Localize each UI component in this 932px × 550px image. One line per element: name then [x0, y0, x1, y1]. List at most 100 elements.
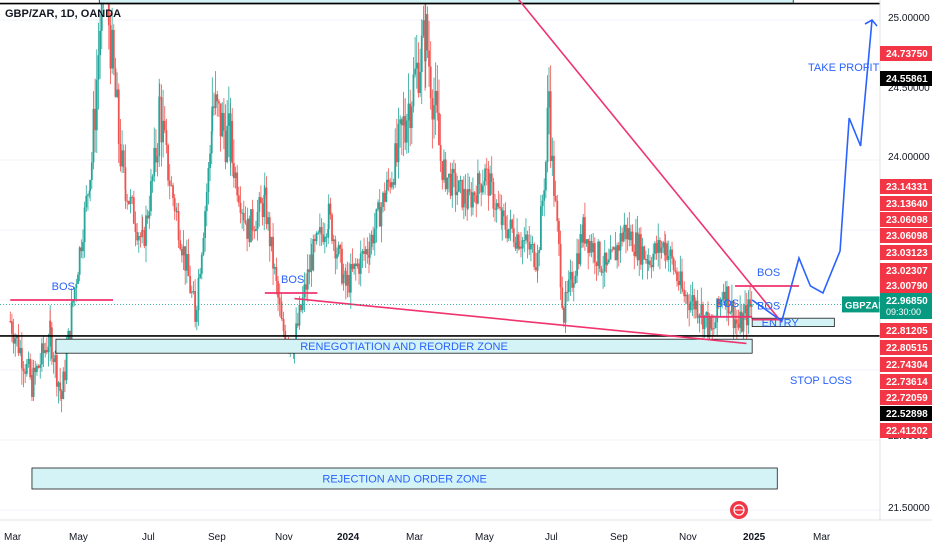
candle-body — [62, 371, 65, 399]
candle-body — [457, 180, 460, 192]
candle-body — [657, 240, 660, 254]
candle-body — [625, 224, 627, 240]
candle-body — [390, 182, 393, 188]
candle-body — [717, 298, 720, 306]
candle-body — [75, 283, 78, 289]
candle-body — [607, 259, 610, 263]
candle-body — [644, 259, 647, 261]
time-axis[interactable]: Mar May Jul Sep Nov 2024 Mar May Jul Sep… — [0, 519, 932, 543]
candle-body — [436, 90, 439, 113]
candle-body — [229, 120, 232, 162]
candle-body — [734, 319, 737, 329]
candle-body — [50, 327, 53, 359]
candle-body — [707, 312, 709, 338]
reorder-zone-label: RENEGOTIATION AND REORDER ZONE — [300, 341, 508, 353]
candle-body — [143, 230, 146, 246]
candle-body — [29, 358, 32, 378]
candle-body — [534, 267, 537, 270]
candle-body — [332, 239, 335, 242]
candle-body — [184, 246, 187, 271]
price-tag-label: 23.06098 — [886, 231, 928, 242]
candle-body — [397, 123, 400, 163]
candle-body — [518, 246, 521, 249]
price-tag — [880, 263, 932, 278]
candle-body — [372, 234, 375, 244]
price-tag-label: 24.73750 — [886, 49, 928, 60]
candle-body — [476, 173, 479, 204]
candle-body — [55, 355, 58, 387]
candle-body — [602, 271, 605, 273]
symbol-badge-label: GBPZAR — [845, 300, 885, 311]
candle-body — [318, 227, 321, 233]
candle-body — [674, 270, 677, 272]
price-tag-label: 24.55861 — [886, 74, 928, 85]
drawing-overlays[interactable]: RENEGOTIATION RESISTANCERENEGOTIATION AN… — [0, 0, 885, 490]
candle-body — [475, 195, 478, 204]
candle-body — [731, 300, 733, 313]
price-tag — [880, 323, 932, 338]
candle-body — [420, 35, 423, 72]
candle-body — [521, 240, 524, 249]
event-marker-icon[interactable] — [730, 501, 748, 519]
candle-body — [677, 280, 680, 286]
candle-body — [494, 208, 496, 210]
candle-body — [621, 233, 624, 242]
candle-body — [539, 206, 542, 251]
candle-body — [32, 367, 35, 397]
candle-body — [726, 286, 728, 306]
candle-body — [42, 343, 45, 354]
price-tag-label: 23.13640 — [886, 199, 928, 210]
price-tag — [880, 293, 932, 319]
candle-body — [612, 247, 615, 250]
candle-body — [582, 217, 585, 243]
candle-body — [49, 320, 52, 328]
candle-body — [231, 120, 234, 164]
candle-body — [559, 243, 562, 288]
candle-body — [526, 234, 529, 242]
candle-body — [131, 196, 134, 198]
candle-body — [714, 322, 717, 329]
candle-body — [525, 234, 527, 240]
candle-body — [541, 200, 544, 207]
candle-body — [179, 240, 182, 250]
candle-body — [480, 184, 483, 193]
reorder-zone — [55, 338, 753, 354]
projection-arrowhead — [864, 18, 878, 27]
candle-body — [468, 189, 471, 192]
price-tag-label: 23.00790 — [886, 281, 928, 292]
y-tick: 21.50000 — [888, 503, 930, 514]
candle-body — [623, 224, 626, 232]
candle-body — [566, 291, 569, 293]
candle-body — [60, 391, 63, 399]
candle-body — [658, 240, 661, 253]
candle-body — [9, 321, 12, 322]
candle-body — [317, 232, 320, 234]
candle-body — [422, 20, 425, 36]
x-tick: Nov — [275, 532, 293, 543]
candle-body — [492, 182, 495, 209]
candle-body — [263, 194, 266, 218]
candle-body — [708, 316, 711, 338]
candle-body — [711, 328, 714, 330]
candle-body — [204, 211, 207, 238]
candle-body — [511, 219, 514, 229]
candle-body — [107, 0, 110, 26]
candle-body — [507, 228, 510, 239]
candle-body — [267, 217, 270, 225]
candle-body — [750, 304, 753, 307]
candle-body — [351, 264, 354, 269]
candle-body — [462, 188, 465, 208]
candle-body — [337, 245, 340, 255]
candle-body — [652, 253, 655, 268]
candle-body — [205, 192, 208, 212]
candle-body — [124, 189, 127, 201]
candle-body — [150, 180, 152, 212]
candle-body — [136, 231, 139, 241]
candle-body — [698, 315, 701, 318]
candle-body — [92, 108, 95, 163]
price-tag-label: 22.41202 — [886, 426, 928, 437]
candle-body — [636, 232, 639, 261]
candle-body — [172, 185, 174, 199]
candle-body — [213, 106, 215, 109]
